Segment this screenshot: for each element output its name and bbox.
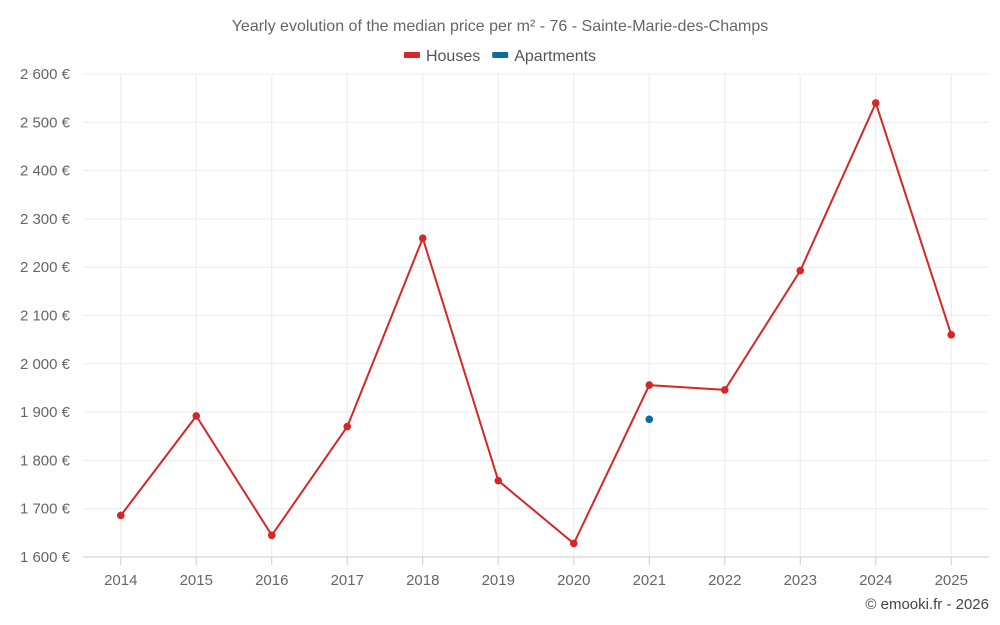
y-tick-label: 2 300 € bbox=[20, 211, 71, 228]
credit-text: © emooki.fr - 2026 bbox=[865, 596, 989, 613]
y-tick-label: 2 000 € bbox=[20, 356, 71, 373]
legend-swatch[interactable] bbox=[403, 52, 420, 58]
x-tick-label: 2020 bbox=[557, 572, 590, 589]
data-point[interactable] bbox=[796, 266, 805, 275]
y-tick-label: 1 600 € bbox=[20, 549, 71, 566]
y-tick-label: 2 600 € bbox=[20, 66, 71, 83]
legend[interactable]: Houses Apartments bbox=[403, 48, 596, 65]
y-tick-label: 1 800 € bbox=[20, 452, 71, 469]
series-houses[interactable] bbox=[116, 99, 956, 548]
data-point[interactable] bbox=[116, 511, 125, 520]
gridlines bbox=[83, 73, 989, 557]
x-tick-label: 2022 bbox=[708, 572, 741, 589]
y-tick-label: 2 100 € bbox=[20, 308, 71, 325]
legend-label: Houses bbox=[426, 48, 480, 65]
x-tick-label: 2018 bbox=[406, 572, 439, 589]
y-tick-label: 1 700 € bbox=[20, 501, 71, 518]
legend-swatch[interactable] bbox=[492, 52, 509, 58]
x-tick-label: 2023 bbox=[784, 572, 817, 589]
data-point[interactable] bbox=[569, 539, 578, 548]
x-tick-label: 2014 bbox=[104, 572, 137, 589]
data-point[interactable] bbox=[494, 476, 503, 485]
axes: 1 600 € 1 700 € 1 800 € 1 900 € 2 000 € 2 100… bbox=[20, 66, 989, 589]
data-point[interactable] bbox=[343, 422, 352, 431]
x-tick-label: 2025 bbox=[935, 572, 968, 589]
y-tick-label: 2 500 € bbox=[20, 114, 71, 131]
data-point[interactable] bbox=[871, 99, 880, 107]
x-tick-label: 2016 bbox=[255, 572, 288, 589]
y-tick-label: 1 900 € bbox=[20, 404, 71, 421]
x-tick-label: 2017 bbox=[331, 572, 364, 589]
x-tick-label: 2019 bbox=[482, 572, 515, 589]
data-point[interactable] bbox=[267, 531, 276, 540]
x-tick-label: 2024 bbox=[859, 572, 892, 589]
series-layer bbox=[116, 99, 956, 548]
series-apartments[interactable] bbox=[645, 415, 654, 424]
data-point[interactable] bbox=[645, 415, 654, 424]
legend-label: Apartments bbox=[514, 48, 596, 65]
data-point[interactable] bbox=[947, 331, 956, 339]
data-point[interactable] bbox=[645, 381, 654, 389]
series-line bbox=[120, 102, 953, 545]
y-tick-label: 2 200 € bbox=[20, 259, 71, 276]
chart-title: Yearly evolution of the median price per… bbox=[232, 18, 769, 35]
x-tick-label: 2015 bbox=[180, 572, 213, 589]
data-point[interactable] bbox=[418, 234, 427, 243]
x-tick-label: 2021 bbox=[633, 572, 666, 589]
data-point[interactable] bbox=[720, 386, 729, 394]
data-point[interactable] bbox=[192, 412, 201, 420]
y-tick-label: 2 400 € bbox=[20, 163, 71, 180]
